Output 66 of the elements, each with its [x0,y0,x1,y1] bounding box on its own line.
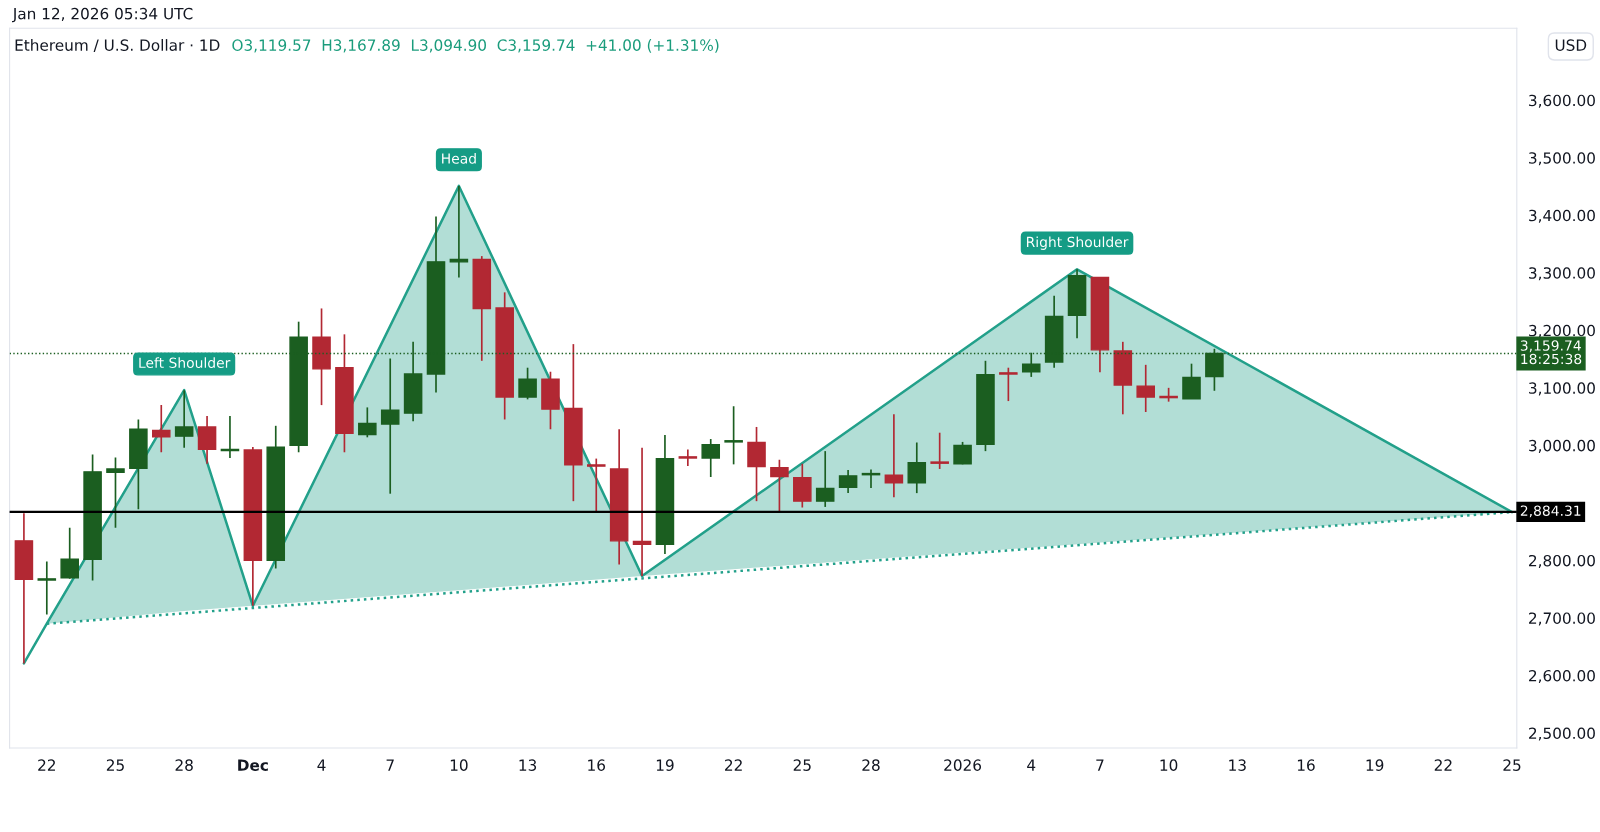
annotation: Right Shoulder [1026,236,1129,250]
x-tick-label: 7 [386,759,394,771]
x-tick-label: Dec [238,759,268,771]
x-tick-label: 16 [1297,759,1315,771]
y-tick-label: 3,600.00 [1529,94,1595,108]
x-tick-label: 19 [1366,759,1384,771]
candlestick [518,366,537,401]
y-tick-label: 2,700.00 [1529,612,1595,626]
x-tick-label: 28 [175,759,193,771]
candlestick [380,357,400,495]
x-tick-label: 2026 [944,759,982,771]
x-tick-label: 7 [1096,759,1104,771]
candlestick [1136,363,1156,413]
x-tick-label: 10 [1160,759,1178,771]
candlestick [358,406,377,439]
candlestick [793,462,812,509]
y-tick-label: 3,400.00 [1529,209,1595,223]
y-tick-label: 2,800.00 [1529,554,1595,569]
candlestick [632,446,652,577]
y-axis-title: USD [1555,39,1587,51]
y-tick-label: 3,200.00 [1529,324,1595,338]
candlestick [1182,362,1201,400]
candlestick [815,450,835,508]
candlestick [449,185,469,279]
candlestick [678,448,698,467]
y-tick-label: 3,000.00 [1529,439,1595,453]
x-tick-label: 28 [862,759,880,771]
y-tick-label: 2,600.00 [1529,669,1595,684]
x-tick-label: 16 [588,759,606,771]
candlestick [106,456,125,529]
x-tick-label: 13 [1229,759,1246,771]
candlestick [37,560,57,616]
ref-line-label: 3,159.74 18:25:38 [1520,340,1582,365]
x-tick-label: 13 [519,759,537,771]
y-tick-label: 3,100.00 [1529,382,1595,396]
candlestick [724,405,743,466]
x-tick-label: 4 [1027,759,1036,771]
candlestick [174,389,194,449]
candlestick [930,431,949,470]
x-tick-label: 25 [793,759,811,771]
candlestick [701,438,721,478]
annotation: Left Shoulder [139,357,231,369]
annotation: Head [442,153,476,164]
x-tick-label: 25 [1503,759,1521,771]
y-tick-label: 3,300.00 [1529,267,1595,281]
x-tick-label: 19 [656,759,674,771]
x-tick-label: 22 [38,759,55,771]
x-tick-label: 25 [106,759,124,771]
x-tick-label: 10 [450,759,468,771]
annotation: O3,119.57 H3,167.89 L3,094.90 C3,159.74 +41.00 (+1.31%) [232,39,719,53]
candlestick [770,458,789,512]
y-tick-label: 3,500.00 [1529,152,1595,166]
ref-line-label: 2,884.31 [1520,505,1581,518]
text: Jan 12, 2026 05:34 UTC [12,7,193,23]
x-tick-label: 22 [1434,759,1452,771]
candlestick [151,404,171,454]
x-tick-label: 4 [317,759,326,771]
candlestick [60,526,79,580]
candlestick [838,469,858,494]
candlestick [999,366,1018,402]
candlestick [197,415,217,465]
x-tick-label: 22 [725,759,742,771]
y-tick-label: 2,500.00 [1529,727,1595,741]
text: Ethereum / U.S. Dollar · 1D [15,39,220,53]
candlestick [907,441,927,494]
candlestick [586,457,606,514]
